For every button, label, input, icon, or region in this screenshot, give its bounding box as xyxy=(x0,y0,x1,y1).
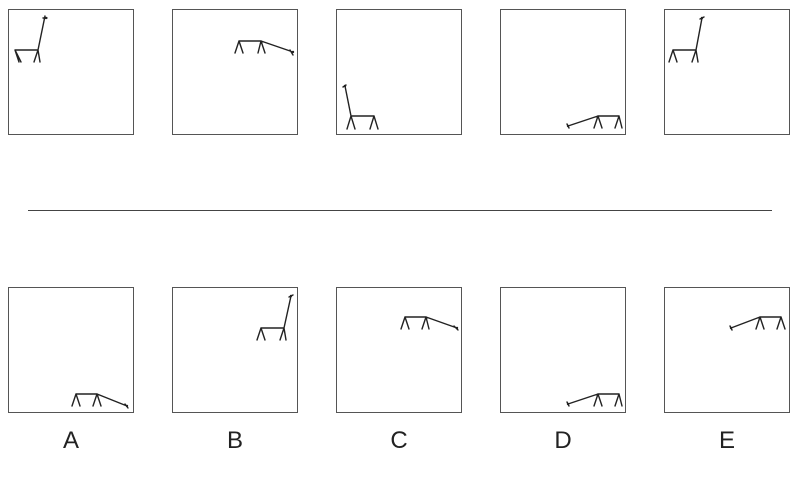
dog-figure xyxy=(400,316,459,331)
option-panel-c[interactable] xyxy=(336,287,462,413)
dog-figure xyxy=(668,16,705,63)
dog-figure xyxy=(342,84,379,130)
option-panel-d[interactable] xyxy=(500,287,626,413)
option-label-a: A xyxy=(62,427,79,454)
sequence-panel-4 xyxy=(500,9,626,135)
sequence-panel-3 xyxy=(336,9,462,135)
sequence-panel-1 xyxy=(8,9,134,135)
divider-line xyxy=(28,210,772,211)
dog-figure xyxy=(729,316,786,331)
option-panel-b[interactable] xyxy=(172,287,298,413)
option-panel-e[interactable] xyxy=(664,287,790,413)
dog-figure xyxy=(71,393,129,409)
sequence-panel-5 xyxy=(664,9,790,135)
dog-figure xyxy=(256,294,294,341)
option-label-e: E xyxy=(718,427,735,454)
dog-figure xyxy=(14,15,48,63)
option-label-d: D xyxy=(554,427,572,454)
dog-figure xyxy=(566,115,623,129)
dog-figure xyxy=(566,393,623,407)
dog-figure xyxy=(234,40,295,56)
option-panel-a[interactable] xyxy=(8,287,134,413)
sequence-panel-2 xyxy=(172,9,298,135)
option-label-c: C xyxy=(390,427,408,454)
option-label-b: B xyxy=(226,427,243,454)
